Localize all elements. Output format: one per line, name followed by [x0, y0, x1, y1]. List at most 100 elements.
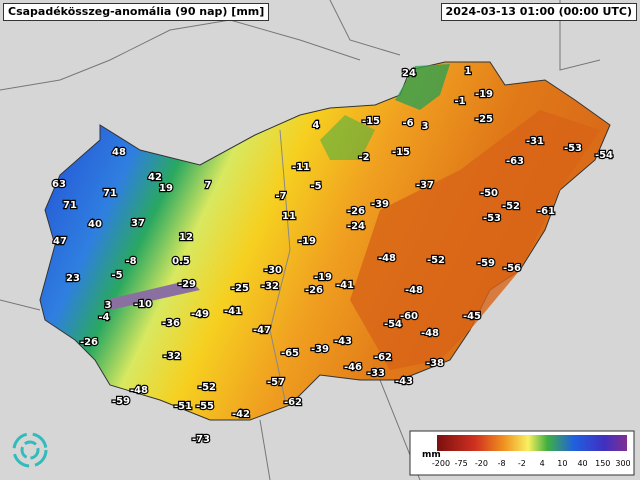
station-value: 24: [402, 68, 416, 79]
station-value: -36: [162, 318, 180, 329]
station-value: -42: [232, 409, 250, 420]
station-value: 11: [282, 211, 296, 222]
station-value: -25: [231, 283, 249, 294]
station-value: 19: [159, 183, 173, 194]
station-value: 47: [53, 236, 67, 247]
station-value: -65: [281, 348, 299, 359]
station-value: -10: [134, 299, 152, 310]
title: Csapadékösszeg-anomália (90 nap) [mm]: [3, 3, 270, 21]
station-value: -5: [111, 270, 122, 281]
river: [269, 129, 291, 401]
lake: [105, 280, 200, 310]
station-value: -48: [378, 253, 396, 264]
station-value: 3: [422, 121, 429, 132]
station-value: -2: [358, 152, 369, 163]
station-value: -57: [267, 377, 285, 388]
station-value: -48: [421, 328, 439, 339]
station-value: -24: [347, 221, 365, 232]
station-value: -8: [125, 256, 136, 267]
station-value: -52: [198, 382, 216, 393]
station-value: -60: [400, 311, 418, 322]
station-value: 40: [88, 219, 102, 230]
station-value: -41: [336, 280, 354, 291]
station-value: 37: [131, 218, 145, 229]
station-value: -43: [334, 336, 352, 347]
station-value: -51: [174, 401, 192, 412]
station-value: -46: [344, 362, 362, 373]
legend-label: 4: [540, 459, 545, 468]
station-value: 23: [66, 273, 80, 284]
legend-colorbar: [437, 435, 627, 451]
station-value: -55: [196, 401, 214, 412]
station-value: -47: [253, 325, 271, 336]
station-value: 42: [148, 172, 162, 183]
station-value: -41: [224, 306, 242, 317]
station-value: -6: [402, 118, 413, 129]
station-value: -5: [310, 181, 321, 192]
station-value: -26: [347, 206, 365, 217]
timestamp: 2024-03-13 01:00 (00:00 UTC): [440, 3, 637, 21]
station-value: -32: [261, 281, 279, 292]
station-value: -54: [595, 150, 613, 161]
legend-label: -75: [455, 459, 468, 468]
station-value: -38: [426, 358, 444, 369]
wet-region: [395, 64, 450, 110]
station-value: -25: [475, 114, 493, 125]
station-value: -32: [163, 351, 181, 362]
station-value: -15: [362, 116, 380, 127]
station-value: -37: [416, 180, 434, 191]
station-value: -63: [506, 156, 524, 167]
station-value: -56: [503, 263, 521, 274]
station-value: -30: [264, 265, 282, 276]
station-value: 4: [313, 120, 320, 131]
station-value: -43: [395, 376, 413, 387]
legend-label: -20: [475, 459, 488, 468]
station-value: -11: [292, 162, 310, 173]
station-value: -49: [191, 309, 209, 320]
station-value: -50: [480, 188, 498, 199]
station-value: 7: [205, 180, 212, 191]
legend-label: -200: [432, 459, 450, 468]
station-value: -26: [305, 285, 323, 296]
legend-label: 40: [577, 459, 587, 468]
legend-label: 150: [595, 459, 610, 468]
legend-label: 300: [615, 459, 630, 468]
station-value: -39: [371, 199, 389, 210]
station-value: -29: [178, 279, 196, 290]
station-value: -45: [463, 311, 481, 322]
station-value: 63: [52, 179, 66, 190]
borders: [0, 0, 601, 480]
station-value: 1: [465, 66, 472, 77]
logo: [12, 432, 48, 468]
station-value: -53: [483, 213, 501, 224]
station-value: 3: [105, 300, 112, 311]
station-value: -54: [384, 319, 402, 330]
station-value: -59: [477, 258, 495, 269]
station-value: -39: [311, 344, 329, 355]
legend-label: 10: [557, 459, 567, 468]
station-value: 0.5: [172, 256, 190, 267]
station-value: -61: [537, 206, 555, 217]
station-value: -19: [314, 272, 332, 283]
dry-region: [350, 110, 600, 370]
legend-label: -2: [518, 459, 526, 468]
station-value: -48: [130, 385, 148, 396]
station-value: 48: [112, 147, 126, 158]
station-value: -7: [275, 191, 286, 202]
station-value: -73: [192, 434, 210, 445]
station-value: -48: [405, 285, 423, 296]
station-value: -62: [374, 352, 392, 363]
station-value: -26: [80, 337, 98, 348]
station-value: -15: [392, 147, 410, 158]
station-value: -59: [112, 396, 130, 407]
station-value: -31: [526, 136, 544, 147]
legend-unit: mm: [422, 450, 441, 460]
station-value: -4: [98, 312, 109, 323]
station-value: -1: [454, 96, 465, 107]
station-value: -52: [427, 255, 445, 266]
station-value: -62: [284, 397, 302, 408]
station-value: 12: [179, 232, 193, 243]
station-value: 71: [103, 188, 117, 199]
